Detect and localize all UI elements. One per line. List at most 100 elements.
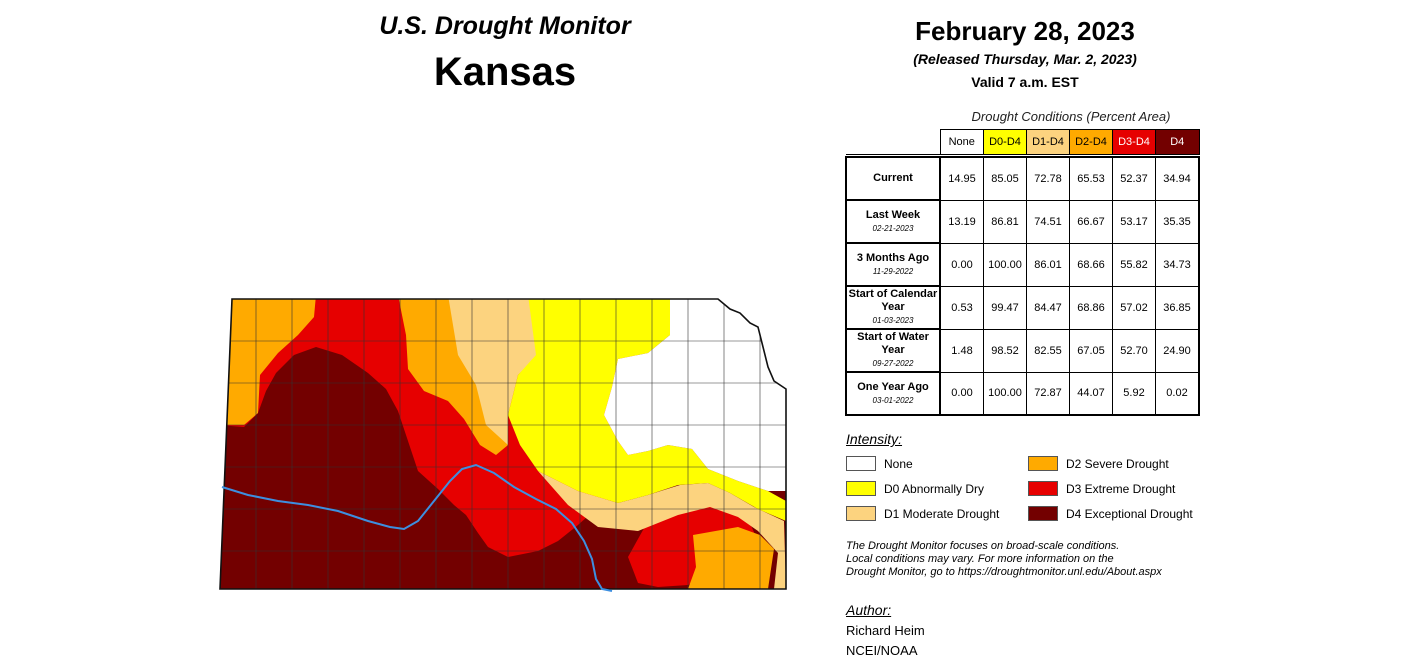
d2-region-southeast <box>688 527 774 589</box>
none-region <box>604 299 786 491</box>
table-cell: 13.19 <box>939 199 984 244</box>
arkansas-river <box>221 463 613 592</box>
kansas-drought-map <box>219 298 787 592</box>
col-header-d4: D4 <box>1155 129 1200 155</box>
table-row: Last Week 02-21-2023 13.19 86.81 74.51 66.67 5… <box>845 199 1200 244</box>
legend-item-d4: D4 Exceptional Drought <box>1028 506 1193 521</box>
table-cell: 52.70 <box>1112 328 1156 373</box>
disclaimer-note: The Drought Monitor focuses on broad-sca… <box>846 540 1216 579</box>
table-cell: 86.01 <box>1026 242 1070 287</box>
note-line: Local conditions may vary. For more info… <box>846 553 1114 565</box>
col-header-d2-d4: D2-D4 <box>1069 129 1113 155</box>
row-label: Start of Water Year 09-27-2022 <box>845 328 941 373</box>
col-header-d3-d4: D3-D4 <box>1112 129 1156 155</box>
table-cell: 0.00 <box>939 242 984 287</box>
table-row: 3 Months Ago 11-29-2022 0.00 100.00 86.01 68.… <box>845 242 1200 287</box>
legend-label: D2 Severe Drought <box>1066 456 1169 471</box>
valid-time: Valid 7 a.m. EST <box>971 74 1079 90</box>
legend-swatch <box>846 506 876 521</box>
table-cell: 85.05 <box>983 156 1027 201</box>
d0-region <box>508 299 786 521</box>
table-cell: 34.73 <box>1155 242 1200 287</box>
legend-swatch <box>1028 481 1058 496</box>
row-label-text: Start of Calendar Year <box>848 288 938 313</box>
author-title: Author: <box>846 602 892 618</box>
table-cell: 84.47 <box>1026 285 1070 330</box>
table-row: One Year Ago 03-01-2022 0.00 100.00 72.87 44.… <box>845 371 1200 416</box>
row-date: 03-01-2022 <box>872 395 914 405</box>
table-cell: 44.07 <box>1069 371 1113 416</box>
legend-item-d0: D0 Abnormally Dry <box>846 481 984 496</box>
table-header-row: None D0-D4 D1-D4 D2-D4 D3-D4 D4 <box>846 129 1200 155</box>
table-row: Start of Water Year 09-27-2022 1.48 98.52 82… <box>845 328 1200 373</box>
table-cell: 100.00 <box>983 242 1027 287</box>
table-cell: 0.00 <box>939 371 984 416</box>
table-cell: 68.86 <box>1069 285 1113 330</box>
table-cell: 100.00 <box>983 371 1027 416</box>
d1-region-north <box>448 299 538 445</box>
table-cell: 99.47 <box>983 285 1027 330</box>
table-cell: 57.02 <box>1112 285 1156 330</box>
table-cell: 67.05 <box>1069 328 1113 373</box>
col-header-none: None <box>939 129 984 155</box>
legend-item-d1: D1 Moderate Drought <box>846 506 999 521</box>
legend-item-d3: D3 Extreme Drought <box>1028 481 1175 496</box>
table-cell: 68.66 <box>1069 242 1113 287</box>
map-date: February 28, 2023 <box>915 16 1135 46</box>
legend-swatch <box>1028 506 1058 521</box>
table-cell: 0.02 <box>1155 371 1200 416</box>
row-label: One Year Ago 03-01-2022 <box>845 371 941 416</box>
row-label: Last Week 02-21-2023 <box>845 199 941 244</box>
author-name: Richard Heim <box>846 623 925 638</box>
row-label-text: Start of Water Year <box>857 331 929 356</box>
state-outline <box>219 298 787 590</box>
table-cell: 5.92 <box>1112 371 1156 416</box>
row-date: 11-29-2022 <box>872 266 914 276</box>
table-corner <box>846 129 941 155</box>
table-cell: 53.17 <box>1112 199 1156 244</box>
monitor-title: U.S. Drought Monitor <box>379 12 631 40</box>
table-row: Current 14.95 85.05 72.78 65.53 52.37 34.94 <box>845 156 1200 201</box>
note-line: Drought Monitor, go to https://droughtmo… <box>846 566 1162 578</box>
table-cell: 72.87 <box>1026 371 1070 416</box>
legend-swatch <box>1028 456 1058 471</box>
table-cell: 82.55 <box>1026 328 1070 373</box>
row-label: Start of Calendar Year 01-03-2023 <box>845 285 941 330</box>
legend-label: D0 Abnormally Dry <box>884 481 985 496</box>
note-line: The Drought Monitor focuses on broad-sca… <box>846 540 1120 552</box>
table-title: Drought Conditions (Percent Area) <box>971 109 1171 124</box>
table-cell: 35.35 <box>1155 199 1200 244</box>
table-cell: 86.81 <box>983 199 1027 244</box>
author-org: NCEI/NOAA <box>846 643 918 658</box>
row-label-text: Last Week <box>865 208 921 221</box>
table-cell: 14.95 <box>939 156 984 201</box>
legend-swatch <box>846 481 876 496</box>
legend-label: D3 Extreme Drought <box>1066 481 1176 496</box>
legend-label: None <box>884 456 913 471</box>
row-date: 02-21-2023 <box>872 223 914 233</box>
state-title: Kansas <box>433 50 577 94</box>
col-header-d1-d4: D1-D4 <box>1026 129 1070 155</box>
release-date: (Released Thursday, Mar. 2, 2023) <box>913 51 1137 67</box>
county-boundaries <box>220 299 786 589</box>
row-label-text: 3 Months Ago <box>856 251 930 264</box>
table-cell: 72.78 <box>1026 156 1070 201</box>
legend-item-d2: D2 Severe Drought <box>1028 456 1169 471</box>
row-date: 01-03-2023 <box>872 316 914 325</box>
table-cell: 36.85 <box>1155 285 1200 330</box>
row-label-text: One Year Ago <box>857 380 929 393</box>
table-cell: 74.51 <box>1026 199 1070 244</box>
legend-label: D4 Exceptional Drought <box>1066 506 1193 521</box>
table-cell: 98.52 <box>983 328 1027 373</box>
row-label-text: Current <box>873 172 913 184</box>
table-cell: 24.90 <box>1155 328 1200 373</box>
d2-region-west <box>220 299 316 425</box>
intensity-legend-title: Intensity: <box>846 431 903 447</box>
table-cell: 55.82 <box>1112 242 1156 287</box>
table-row: Start of Calendar Year 01-03-2023 0.53 99.4… <box>845 285 1200 330</box>
table-cell: 66.67 <box>1069 199 1113 244</box>
table-cell: 0.53 <box>939 285 984 330</box>
legend-item-none: None <box>846 456 913 471</box>
legend-swatch <box>846 456 876 471</box>
row-date: 09-27-2022 <box>872 359 914 368</box>
